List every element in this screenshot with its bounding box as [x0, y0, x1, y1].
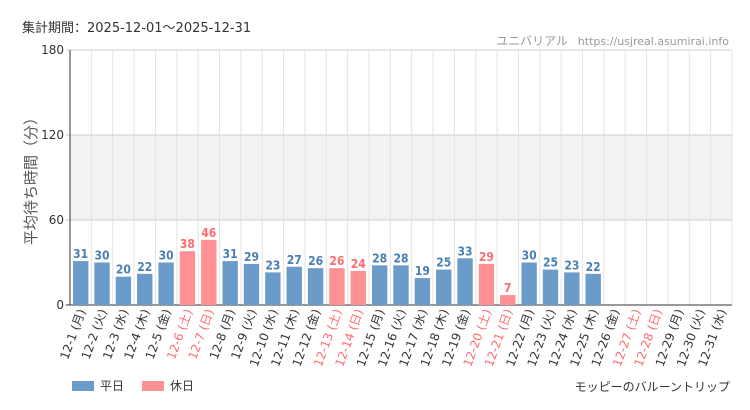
bar-value-label: 29 — [479, 250, 494, 264]
bar — [350, 271, 366, 305]
bar-value-label: 30 — [159, 249, 174, 263]
bar — [521, 262, 537, 305]
y-tick-label: 0 — [56, 298, 64, 312]
bar — [585, 273, 601, 305]
bar — [222, 261, 238, 305]
bar-value-label: 19 — [415, 264, 430, 278]
attraction-name: モッピーのバルーントリップ — [574, 380, 730, 394]
bar — [243, 263, 260, 305]
bar-value-label: 25 — [543, 256, 558, 270]
shaded-band — [70, 135, 732, 220]
bar-value-label: 29 — [244, 250, 259, 264]
bar — [414, 278, 431, 305]
bar-value-label: 28 — [393, 251, 408, 265]
bar-value-label: 7 — [504, 281, 512, 295]
bar — [393, 265, 409, 305]
y-tick-label: 180 — [41, 43, 64, 57]
legend-item-holiday: 休日 — [142, 377, 194, 394]
y-tick-label: 60 — [49, 213, 64, 227]
bar-value-label: 22 — [586, 260, 601, 274]
bar-value-label: 38 — [180, 237, 195, 251]
bar — [286, 266, 302, 305]
bar-value-label: 24 — [351, 257, 367, 271]
bar-value-label: 30 — [522, 249, 537, 263]
legend-swatch-weekday — [72, 380, 94, 391]
bar-value-label: 20 — [116, 263, 131, 277]
bar — [371, 265, 388, 305]
legend-label-weekday: 平日 — [100, 379, 125, 393]
brand-name: ユニバリアル — [496, 34, 568, 48]
bar-value-label: 26 — [329, 254, 344, 268]
bar-value-label: 27 — [287, 253, 302, 267]
legend-label-holiday: 休日 — [170, 379, 195, 393]
bar — [307, 268, 324, 305]
bar — [564, 272, 580, 305]
y-tick-label: 120 — [41, 128, 64, 142]
brand: ユニバリアル https://usjreal.asumirai.info — [496, 32, 729, 49]
legend: 平日 休日 — [72, 377, 212, 394]
brand-url: https://usjreal.asumirai.info — [577, 35, 729, 48]
bar-value-label: 25 — [436, 256, 451, 270]
bar-value-label: 31 — [73, 247, 88, 261]
y-axis-title: 平均待ち時間（分） — [22, 110, 40, 245]
bar-value-label: 26 — [308, 254, 323, 268]
bar — [72, 261, 89, 305]
bar-value-label: 23 — [265, 258, 280, 272]
bar — [94, 262, 110, 305]
bar-value-label: 33 — [458, 244, 473, 258]
bar-value-label: 22 — [137, 260, 152, 274]
bar-value-label: 46 — [201, 226, 216, 240]
bar — [265, 272, 281, 305]
bar-value-label: 23 — [564, 258, 579, 272]
bar-value-label: 30 — [95, 249, 110, 263]
bar — [179, 251, 196, 305]
bar — [137, 273, 153, 305]
legend-item-weekday: 平日 — [72, 377, 124, 394]
bar — [201, 239, 217, 305]
period-label: 集計期間：2025-12-01〜2025-12-31 — [22, 21, 252, 36]
bar — [542, 269, 559, 305]
bar — [329, 268, 345, 305]
bar — [500, 295, 516, 305]
bar — [478, 263, 495, 305]
bar — [158, 262, 174, 305]
bar — [115, 276, 132, 305]
legend-swatch-holiday — [142, 380, 165, 391]
bar-value-label: 28 — [372, 251, 387, 265]
bar — [457, 258, 473, 305]
bar-value-label: 31 — [223, 247, 238, 261]
bar — [436, 269, 452, 305]
